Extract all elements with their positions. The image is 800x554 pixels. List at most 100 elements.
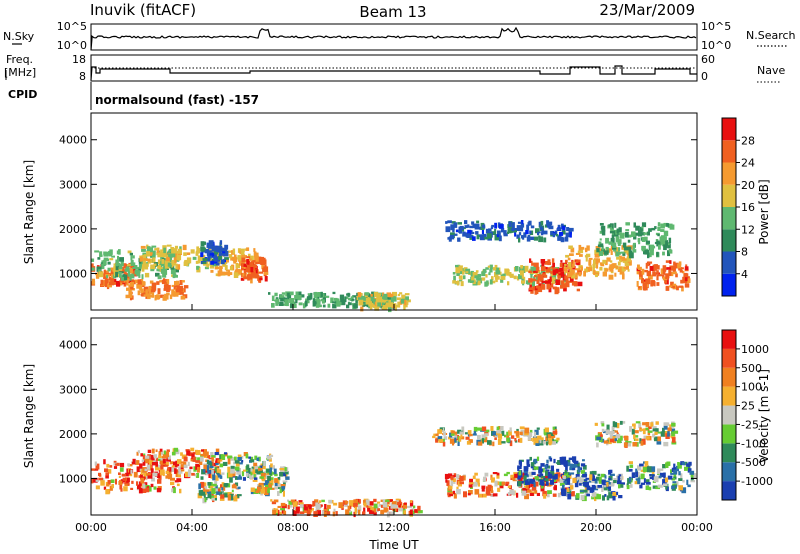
range-gate-cell <box>177 459 182 465</box>
range-gate-cell <box>147 246 151 252</box>
range-gate-cell <box>491 276 494 280</box>
range-gate-cell <box>613 430 618 433</box>
range-gate-cell <box>500 279 504 283</box>
range-gate-cell <box>187 469 192 475</box>
range-gate-cell <box>663 230 669 237</box>
range-gate-cell <box>669 260 672 264</box>
range-gate-cell <box>550 469 555 476</box>
range-gate-cell <box>652 474 655 480</box>
range-gate-cell <box>468 434 473 437</box>
freq-label: Freq. <box>6 53 33 66</box>
range-gate-cell <box>528 287 533 291</box>
range-gate-cell <box>147 449 152 453</box>
range-gate-cell <box>140 469 143 475</box>
range-gate-cell <box>663 230 668 233</box>
range-gate-cell <box>535 228 540 234</box>
range-gate-cell <box>517 465 522 470</box>
range-gate-cell <box>353 503 358 508</box>
range-gate-cell <box>691 473 697 479</box>
range-gate-cell <box>163 247 166 254</box>
range-gate-cell <box>259 277 263 281</box>
range-gate-cell <box>276 485 281 489</box>
range-gate-cell <box>240 248 245 253</box>
range-gate-cell <box>275 298 280 305</box>
range-gate-cell <box>357 292 362 298</box>
range-gate-cell <box>655 239 659 242</box>
range-gate-cell <box>222 486 226 491</box>
range-gate-cell <box>306 510 311 516</box>
nsearch-label: N.Search <box>746 29 796 42</box>
range-gate-cell <box>669 424 672 429</box>
range-gate-cell <box>171 284 175 287</box>
range-gate-cell <box>110 479 115 483</box>
range-gate-cell <box>217 270 221 277</box>
range-gate-cell <box>367 296 370 302</box>
range-gate-cell <box>110 274 115 280</box>
range-gate-cell <box>687 484 691 488</box>
range-gate-cell <box>597 433 601 437</box>
range-gate-cell <box>579 246 585 250</box>
range-gate-cell <box>247 273 253 280</box>
range-gate-cell <box>599 223 604 226</box>
range-gate-cell <box>211 488 216 495</box>
range-gate-cell <box>403 510 406 516</box>
range-gate-cell <box>527 234 531 238</box>
range-gate-cell <box>518 237 521 243</box>
range-gate-cell <box>485 429 490 433</box>
range-gate-cell <box>526 236 531 242</box>
date-title: 23/Mar/2009 <box>599 1 695 19</box>
range-gate-cell <box>209 462 213 468</box>
range-gate-cell <box>227 458 231 465</box>
range-gate-cell <box>629 426 632 432</box>
range-gate-cell <box>396 297 401 301</box>
range-gate-cell <box>314 499 319 503</box>
range-gate-cell <box>638 266 642 270</box>
range-gate-cell <box>538 439 542 443</box>
range-gate-cell <box>144 482 148 487</box>
range-gate-cell <box>526 459 530 465</box>
range-gate-cell <box>107 267 111 272</box>
range-gate-cell <box>516 428 519 433</box>
range-gate-cell <box>209 468 213 471</box>
range-gate-cell <box>617 232 621 236</box>
range-gate-cell <box>510 474 513 479</box>
range-gate-cell <box>667 243 671 249</box>
range-gate-cell <box>250 490 255 495</box>
range-gate-cell <box>147 473 153 479</box>
range-gate-cell <box>176 288 181 293</box>
range-gate-cell <box>571 281 577 286</box>
range-gate-cell <box>98 472 102 477</box>
range-gate-cell <box>525 483 529 489</box>
range-gate-cell <box>369 511 375 514</box>
range-gate-cell <box>383 507 389 513</box>
range-gate-cell <box>620 256 626 260</box>
range-gate-cell <box>530 462 535 467</box>
range-gate-cell <box>439 427 443 431</box>
range-gate-cell <box>532 286 537 291</box>
range-gate-cell <box>626 465 629 472</box>
range-gate-cell <box>666 243 670 246</box>
range-gate-cell <box>444 473 449 480</box>
range-gate-cell <box>91 267 95 271</box>
range-gate-cell <box>553 482 557 487</box>
range-gate-cell <box>482 268 487 273</box>
range-gate-cell <box>259 469 263 473</box>
range-gate-cell <box>566 475 570 478</box>
range-gate-cell <box>551 265 555 269</box>
range-gate-cell <box>654 264 658 268</box>
range-gate-cell <box>129 274 132 281</box>
range-gate-cell <box>533 458 538 464</box>
range-gate-cell <box>550 465 554 472</box>
range-gate-cell <box>171 488 174 493</box>
range-gate-cell <box>490 226 494 230</box>
range-gate-cell <box>551 281 555 285</box>
range-gate-cell <box>622 258 627 262</box>
range-gate-cell <box>613 249 617 252</box>
nave-tick-bottom: 0 <box>701 70 708 83</box>
range-gate-cell <box>139 466 143 472</box>
range-gate-cell <box>506 471 510 475</box>
range-gate-cell <box>481 426 487 432</box>
range-gate-cell <box>486 280 489 286</box>
range-gate-cell <box>355 297 358 300</box>
